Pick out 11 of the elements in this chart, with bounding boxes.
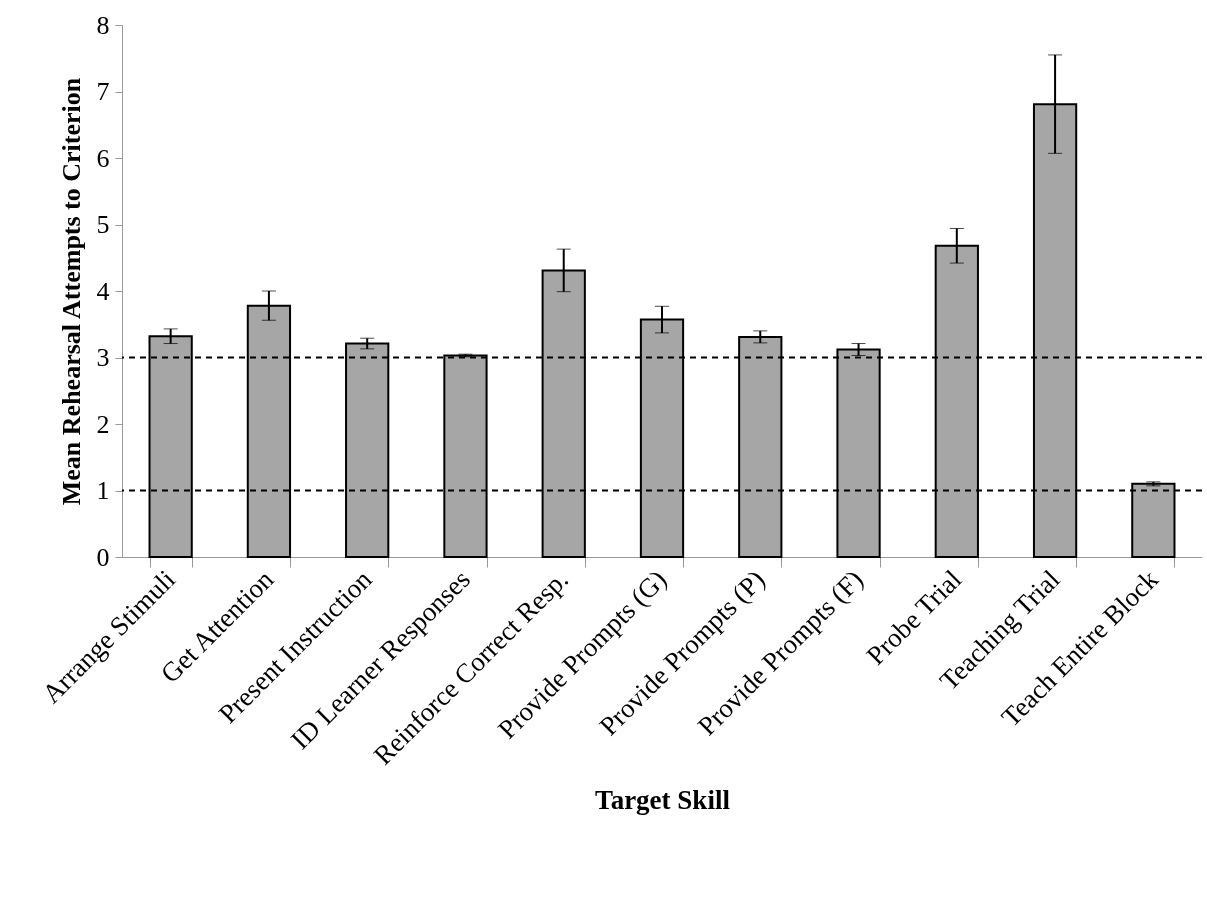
y-tick-label: 3 xyxy=(96,343,110,372)
y-axis-title: Mean Rehearsal Attempts to Criterion xyxy=(56,77,86,506)
y-tick-label: 0 xyxy=(96,542,110,572)
y-tick-label: 8 xyxy=(96,10,110,40)
y-tick-label: 6 xyxy=(96,143,110,173)
y-tick-label: 5 xyxy=(96,210,110,239)
y-tick-label: 7 xyxy=(96,77,110,106)
x-axis-title: Target Skill xyxy=(595,784,731,815)
y-tick-label: 2 xyxy=(96,409,110,439)
y-tick-label: 4 xyxy=(96,276,110,306)
y-tick-label: 1 xyxy=(96,476,110,505)
